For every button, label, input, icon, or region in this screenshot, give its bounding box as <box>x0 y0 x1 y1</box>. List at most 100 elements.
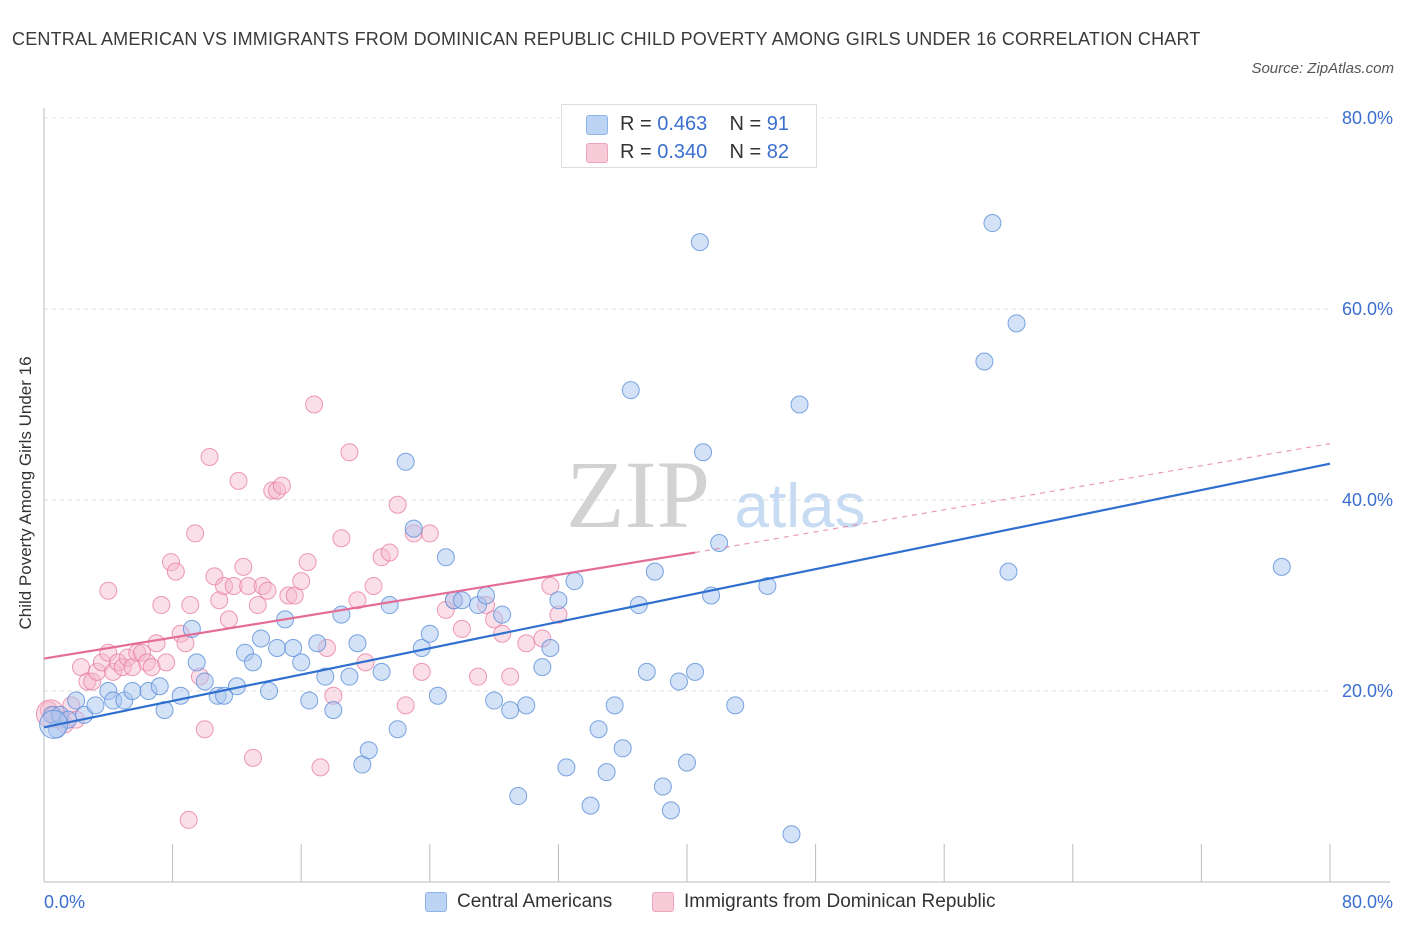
data-point-dominican <box>118 648 137 667</box>
data-point-central-american <box>983 214 1002 233</box>
legend-n-value: 82 <box>766 141 790 163</box>
data-point-dominican <box>147 634 166 653</box>
data-point-central-american <box>645 562 664 581</box>
data-point-dominican <box>157 653 176 672</box>
bottom-legend-central-american: Central Americans <box>425 888 612 916</box>
data-point-central-american <box>621 381 640 400</box>
bottom-legend-dominican: Immigrants from Dominican Republic <box>652 888 996 916</box>
data-point-dominican <box>452 619 471 638</box>
data-point-central-american <box>493 605 512 624</box>
bottom-legend-label-2: Immigrants from Dominican Republic <box>684 891 996 912</box>
data-point-central-american <box>690 233 709 252</box>
data-point-dominican <box>469 667 488 686</box>
data-point-central-american <box>428 686 447 705</box>
data-point-dominican <box>412 662 431 681</box>
data-point-dominican <box>268 481 287 500</box>
data-point-central-american <box>541 639 560 658</box>
data-point-central-american <box>1272 557 1291 576</box>
legend-row-central-american: R = 0.463 N = 91 <box>586 111 789 137</box>
data-point-dominican <box>123 658 142 677</box>
legend-r-label: R = <box>620 113 652 135</box>
data-point-central-american <box>150 677 169 696</box>
data-point-central-american <box>316 667 335 686</box>
watermark: ZIP atlas <box>566 441 865 548</box>
data-point-central-american <box>694 443 713 462</box>
data-point-dominican <box>234 557 253 576</box>
data-point-central-american <box>195 672 214 691</box>
data-point-dominican <box>152 596 171 615</box>
data-point-dominican <box>210 591 229 610</box>
data-point-central-american <box>1007 314 1026 333</box>
y-tick-label: 60.0% <box>1342 299 1393 319</box>
data-point-central-american <box>758 576 777 595</box>
data-point-dominican <box>253 576 272 595</box>
series-central-american-points <box>39 214 1291 844</box>
data-point-central-american <box>613 739 632 758</box>
data-point-dominican <box>200 448 219 467</box>
data-point-central-american <box>372 662 391 681</box>
data-point-central-american <box>485 691 504 710</box>
data-point-central-american <box>533 658 552 677</box>
data-point-central-american <box>388 720 407 739</box>
data-point-dominican <box>420 524 439 543</box>
data-point-dominican <box>205 567 224 586</box>
data-point-dominican <box>104 662 123 681</box>
data-point-central-american <box>565 572 584 591</box>
chart-title: CENTRAL AMERICAN VS IMMIGRANTS FROM DOMI… <box>12 29 1201 49</box>
trend-line-dominican-extended <box>694 443 1331 554</box>
data-point-central-american <box>549 591 568 610</box>
data-point-dominican <box>298 553 317 572</box>
data-point-dominican <box>215 576 234 595</box>
data-point-central-american <box>404 519 423 538</box>
data-point-central-american <box>637 662 656 681</box>
y-axis-label: Child Poverty Among Girls Under 16 <box>16 356 35 630</box>
data-point-dominican <box>219 610 238 629</box>
x-tick-label-min: 0.0% <box>44 892 85 912</box>
data-point-central-american <box>975 352 994 371</box>
data-point-central-american <box>324 701 343 720</box>
data-point-central-american <box>710 533 729 552</box>
data-point-central-american <box>292 653 311 672</box>
data-point-central-american <box>187 653 206 672</box>
data-point-central-american <box>477 586 496 605</box>
data-point-dominican <box>99 581 118 600</box>
data-point-dominican <box>332 529 351 548</box>
trend-line-dominican <box>43 551 696 660</box>
correlation-legend: R = 0.463 N = 91 R = 0.340 N = 82 <box>561 104 817 168</box>
data-point-central-american <box>669 672 688 691</box>
data-point-dominican <box>108 653 127 672</box>
data-point-dominican <box>161 553 180 572</box>
data-point-central-american <box>268 639 287 658</box>
data-point-dominican <box>364 576 383 595</box>
data-point-dominican <box>305 395 324 414</box>
data-point-dominican <box>279 586 298 605</box>
data-point-dominican <box>239 576 258 595</box>
data-point-central-american <box>420 624 439 643</box>
data-point-dominican <box>133 643 152 662</box>
data-point-central-american <box>661 801 680 820</box>
data-point-central-american <box>581 796 600 815</box>
data-point-central-american <box>359 741 378 760</box>
y-tick-label: 20.0% <box>1342 681 1393 701</box>
data-point-central-american <box>252 629 271 648</box>
data-point-central-american <box>396 452 415 471</box>
legend-n-label: N = <box>729 113 762 135</box>
data-point-dominican <box>380 543 399 562</box>
bottom-legend-label-1: Central Americans <box>457 891 613 912</box>
data-point-central-american <box>123 682 142 700</box>
data-point-central-american <box>308 634 327 653</box>
legend-n-value: 91 <box>766 113 790 135</box>
y-tick-label: 80.0% <box>1342 108 1393 128</box>
y-tick-label: 40.0% <box>1342 490 1393 510</box>
data-point-central-american <box>999 562 1018 581</box>
data-point-central-american <box>284 639 303 658</box>
legend-row-dominican: R = 0.340 N = 82 <box>586 139 789 165</box>
data-point-central-american <box>653 777 672 796</box>
data-point-dominican <box>229 471 248 490</box>
data-point-dominican <box>388 495 407 514</box>
data-point-central-american <box>517 696 536 715</box>
data-point-dominican <box>340 443 359 462</box>
data-point-dominican <box>517 634 536 653</box>
data-point-dominican <box>348 591 367 610</box>
